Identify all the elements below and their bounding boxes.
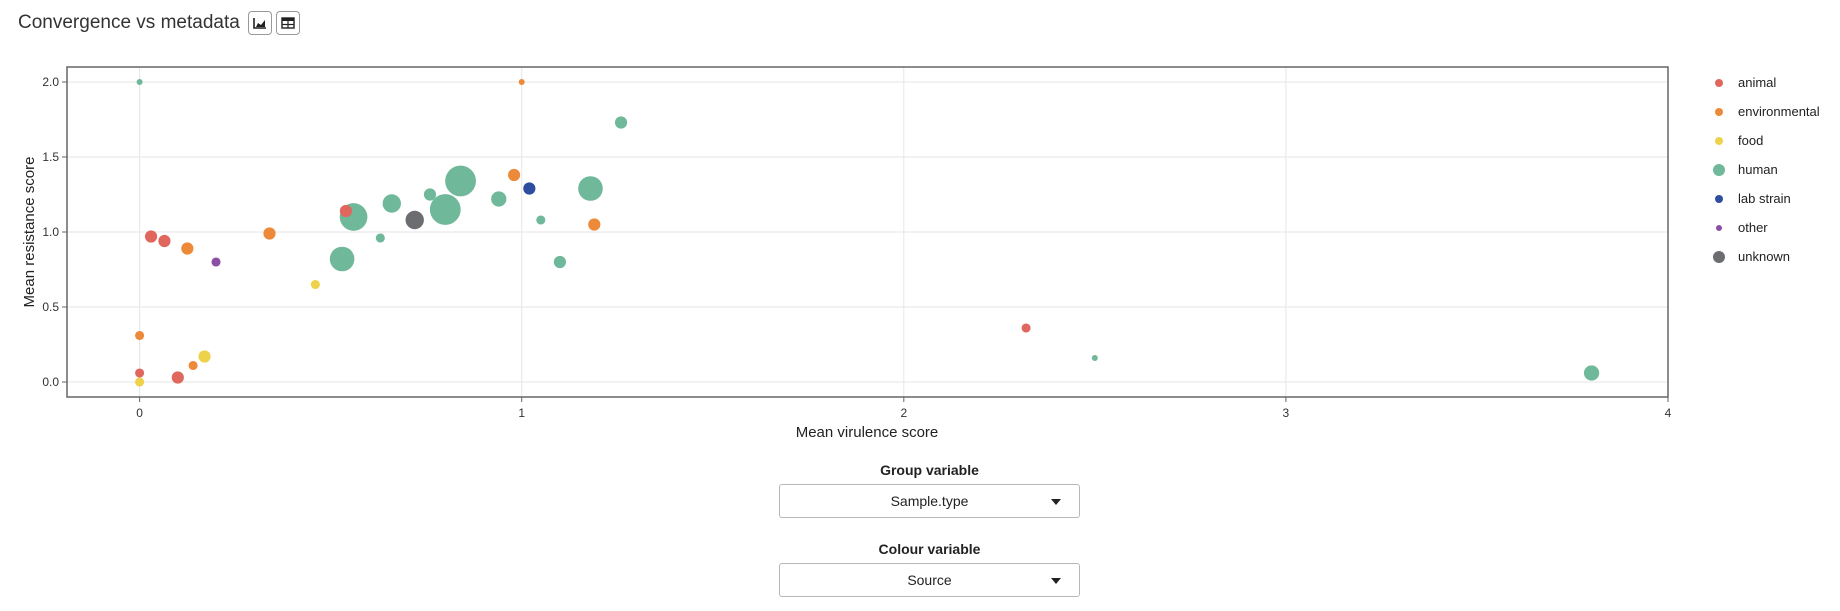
group-variable-value: Sample.type — [890, 493, 969, 509]
y-tick-label: 2.0 — [42, 75, 59, 89]
data-point-environmental[interactable] — [181, 242, 194, 255]
colour-variable-select[interactable]: Source — [779, 563, 1080, 597]
data-point-other[interactable] — [211, 257, 221, 267]
data-point-environmental[interactable] — [135, 330, 145, 341]
colour-variable-control: Colour variable Source — [779, 541, 1080, 597]
data-points — [135, 79, 1600, 387]
legend-label: lab strain — [1738, 191, 1791, 206]
header: Convergence vs metadata — [18, 8, 300, 38]
legend-marker — [1716, 224, 1722, 231]
data-point-environmental[interactable] — [263, 227, 276, 240]
x-axis-label: Mean virulence score — [796, 424, 939, 441]
data-point-human[interactable] — [423, 188, 437, 201]
data-point-lab-strain[interactable] — [523, 182, 536, 195]
legend-item-lab-strain[interactable]: lab strain — [1712, 184, 1820, 213]
data-point-human[interactable] — [614, 116, 628, 129]
legend-label: unknown — [1738, 249, 1791, 264]
legend-item-animal[interactable]: animal — [1712, 68, 1820, 97]
group-variable-control: Group variable Sample.type — [779, 462, 1080, 518]
legend-label: other — [1738, 220, 1768, 235]
data-point-environmental[interactable] — [507, 168, 521, 182]
legend-marker — [1715, 136, 1723, 145]
chart-legend: animal environmental food human lab stra… — [1712, 68, 1820, 271]
data-point-animal[interactable] — [171, 371, 184, 384]
x-tick-label: 3 — [1283, 406, 1290, 420]
data-point-human[interactable] — [1091, 355, 1098, 361]
data-point-human[interactable] — [1583, 365, 1600, 381]
data-point-human[interactable] — [491, 191, 507, 207]
data-point-unknown[interactable] — [405, 210, 424, 230]
legend-item-human[interactable]: human — [1712, 155, 1820, 184]
chevron-down-icon — [1051, 578, 1061, 584]
legend-item-environmental[interactable]: environmental — [1712, 97, 1820, 126]
data-point-human[interactable] — [578, 176, 603, 201]
group-variable-label: Group variable — [880, 462, 979, 478]
data-point-food[interactable] — [135, 377, 145, 387]
y-tick-label: 0.5 — [42, 300, 59, 314]
legend-label: animal — [1738, 75, 1777, 90]
axis-ticks: 0 1 2 3 4 0.0 0.5 1.0 1.5 2.0 — [42, 75, 1671, 420]
data-point-food[interactable] — [310, 279, 320, 290]
colour-variable-label: Colour variable — [878, 541, 981, 557]
data-point-environmental[interactable] — [588, 218, 601, 231]
data-point-animal[interactable] — [144, 230, 158, 243]
legend-marker — [1715, 194, 1723, 203]
legend-marker — [1713, 163, 1725, 176]
group-variable-select[interactable]: Sample.type — [779, 484, 1080, 518]
legend-label: human — [1738, 162, 1778, 177]
data-point-animal[interactable] — [135, 368, 145, 378]
chart-icon — [252, 17, 267, 29]
page-title: Convergence vs metadata — [18, 12, 240, 33]
legend-marker — [1713, 250, 1725, 263]
table-icon — [281, 17, 295, 29]
y-tick-label: 1.0 — [42, 225, 59, 239]
x-tick-label: 1 — [518, 406, 525, 420]
data-point-human[interactable] — [445, 165, 476, 197]
x-tick-label: 4 — [1665, 406, 1672, 420]
legend-marker — [1715, 107, 1723, 116]
y-tick-label: 0.0 — [42, 375, 59, 389]
legend-item-food[interactable]: food — [1712, 126, 1820, 155]
data-point-food[interactable] — [198, 350, 211, 363]
colour-variable-value: Source — [907, 572, 952, 588]
data-point-animal[interactable] — [158, 234, 171, 248]
chart-view-button[interactable] — [247, 11, 272, 35]
data-point-human[interactable] — [536, 215, 546, 225]
y-tick-label: 1.5 — [42, 150, 59, 164]
y-axis-label: Mean resistance score — [21, 157, 38, 308]
legend-item-other[interactable]: other — [1712, 213, 1820, 242]
data-point-environmental[interactable] — [518, 79, 525, 85]
data-point-human[interactable] — [382, 194, 401, 213]
chart-grid — [67, 67, 1669, 397]
data-point-animal[interactable] — [339, 204, 353, 218]
legend-label: environmental — [1738, 104, 1820, 119]
data-point-animal[interactable] — [1021, 323, 1031, 333]
data-point-human[interactable] — [329, 246, 355, 272]
data-point-human[interactable] — [429, 194, 461, 225]
legend-marker — [1715, 78, 1723, 87]
legend-label: food — [1738, 133, 1764, 148]
data-point-human[interactable] — [553, 255, 567, 269]
data-point-environmental[interactable] — [188, 360, 198, 371]
table-view-button[interactable] — [275, 11, 300, 35]
x-tick-label: 0 — [136, 406, 143, 420]
legend-item-unknown[interactable]: unknown — [1712, 242, 1820, 271]
data-point-human[interactable] — [375, 233, 385, 243]
x-tick-label: 2 — [900, 406, 907, 420]
chevron-down-icon — [1051, 499, 1061, 505]
data-point-human[interactable] — [136, 79, 143, 85]
